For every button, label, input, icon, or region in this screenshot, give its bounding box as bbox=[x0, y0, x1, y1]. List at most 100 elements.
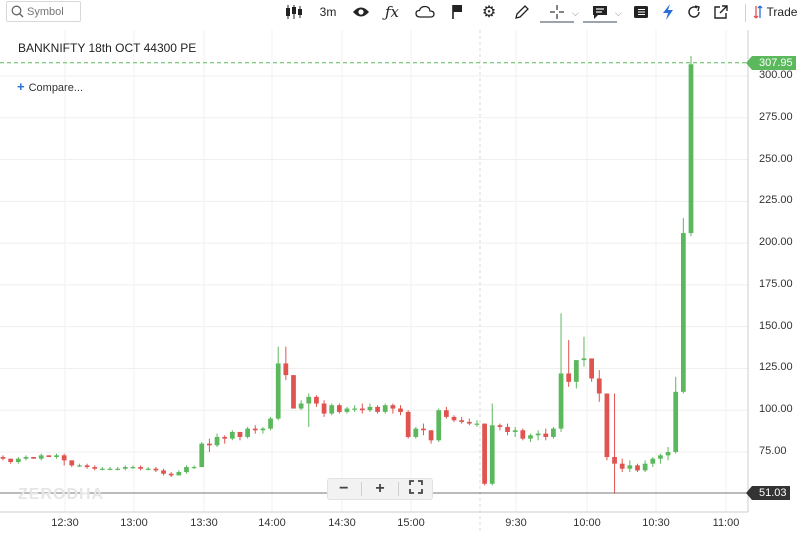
candle bbox=[596, 370, 602, 402]
candle-body bbox=[352, 408, 358, 410]
candle-body bbox=[31, 457, 36, 459]
candle bbox=[321, 400, 327, 417]
candle bbox=[421, 423, 426, 436]
candle bbox=[161, 468, 166, 476]
zoom-divider bbox=[361, 482, 363, 496]
candle-body bbox=[229, 431, 235, 439]
bolt-icon[interactable] bbox=[658, 3, 678, 21]
candle bbox=[184, 465, 189, 474]
candle bbox=[680, 218, 686, 394]
candle bbox=[489, 403, 495, 486]
candle-body bbox=[77, 465, 82, 467]
eye-icon[interactable] bbox=[351, 3, 371, 21]
zoom-in-button[interactable]: + bbox=[375, 480, 385, 497]
candle-body bbox=[535, 433, 541, 436]
cloud-icon[interactable] bbox=[414, 3, 436, 21]
flag-icon[interactable] bbox=[448, 3, 466, 21]
candles-layer bbox=[0, 55, 694, 494]
candle bbox=[61, 453, 67, 466]
candle-body bbox=[176, 472, 182, 476]
table-icon[interactable] bbox=[631, 3, 651, 21]
candle bbox=[604, 393, 610, 461]
candle bbox=[344, 406, 350, 414]
candle bbox=[314, 395, 319, 407]
candle-body bbox=[581, 358, 587, 361]
candle bbox=[92, 465, 98, 471]
candle bbox=[428, 430, 434, 444]
candle bbox=[130, 465, 136, 469]
candle bbox=[199, 441, 205, 468]
candle bbox=[459, 416, 465, 424]
candle bbox=[153, 467, 159, 473]
candle-body bbox=[398, 408, 403, 412]
candle bbox=[688, 55, 694, 237]
candle-body bbox=[497, 425, 503, 427]
compare-button[interactable]: + Compare... bbox=[17, 79, 83, 94]
zoom-out-button[interactable]: − bbox=[339, 480, 349, 497]
candle-body bbox=[459, 420, 465, 422]
refresh-icon[interactable] bbox=[684, 3, 704, 21]
candle-body bbox=[551, 428, 556, 437]
candle-body bbox=[275, 363, 281, 419]
trade-icon bbox=[753, 5, 763, 19]
gear-icon[interactable]: ⚙ bbox=[481, 4, 497, 21]
symbol-search[interactable] bbox=[6, 1, 81, 22]
crosshair-icon[interactable] bbox=[540, 3, 574, 23]
y-tick-label: 150.00 bbox=[759, 319, 793, 332]
candle bbox=[306, 393, 312, 427]
candle bbox=[658, 453, 663, 464]
candle bbox=[382, 403, 388, 414]
candle bbox=[23, 455, 29, 461]
candle-body bbox=[100, 468, 105, 470]
fx-indicator-icon[interactable]: ƒx bbox=[384, 3, 399, 21]
y-tick-label: 100.00 bbox=[759, 403, 793, 416]
candle-body bbox=[61, 455, 67, 461]
candle bbox=[444, 406, 449, 419]
candle-body bbox=[54, 455, 59, 458]
candle bbox=[543, 428, 549, 441]
candle-body bbox=[92, 467, 98, 469]
candle bbox=[268, 416, 273, 431]
fullscreen-icon bbox=[409, 479, 424, 494]
pencil-icon[interactable] bbox=[512, 3, 532, 21]
candle-body bbox=[680, 233, 686, 392]
candle-body bbox=[528, 435, 533, 439]
candle bbox=[642, 460, 648, 473]
candle-body bbox=[619, 463, 625, 469]
candle bbox=[375, 405, 380, 414]
x-tick-label: 11:00 bbox=[712, 517, 740, 529]
candle-body bbox=[260, 428, 266, 431]
y-tick-label: 225.00 bbox=[759, 194, 793, 207]
candle-body bbox=[688, 64, 694, 234]
fullscreen-button[interactable] bbox=[402, 479, 430, 499]
candle-body bbox=[314, 396, 319, 404]
chevron-down-icon[interactable]: ⌵ bbox=[572, 8, 579, 18]
candle-body bbox=[23, 457, 29, 459]
trade-button[interactable]: Trade bbox=[752, 3, 798, 21]
candle bbox=[589, 358, 594, 382]
candle bbox=[138, 465, 143, 471]
candle-body bbox=[573, 360, 579, 382]
candle-body bbox=[558, 373, 564, 429]
candle-body bbox=[658, 455, 663, 459]
candle bbox=[551, 426, 556, 439]
comment-icon[interactable] bbox=[583, 3, 617, 23]
candle-body bbox=[436, 410, 442, 441]
candle-body bbox=[474, 423, 480, 425]
candle bbox=[100, 467, 105, 471]
candle bbox=[252, 425, 258, 434]
interval-selector[interactable]: 3m bbox=[316, 3, 340, 21]
candle bbox=[482, 423, 487, 486]
candle bbox=[512, 426, 518, 437]
search-input[interactable] bbox=[27, 4, 79, 19]
y-tick-label: 250.00 bbox=[759, 152, 793, 165]
chevron-down-icon[interactable]: ⌵ bbox=[615, 8, 622, 18]
popout-icon[interactable] bbox=[710, 3, 732, 21]
candle-body bbox=[596, 378, 602, 394]
candle-body bbox=[130, 467, 136, 469]
candle-body bbox=[237, 431, 243, 437]
candle-body bbox=[69, 460, 75, 466]
candle-body bbox=[191, 467, 197, 469]
candles-icon[interactable] bbox=[284, 3, 304, 21]
